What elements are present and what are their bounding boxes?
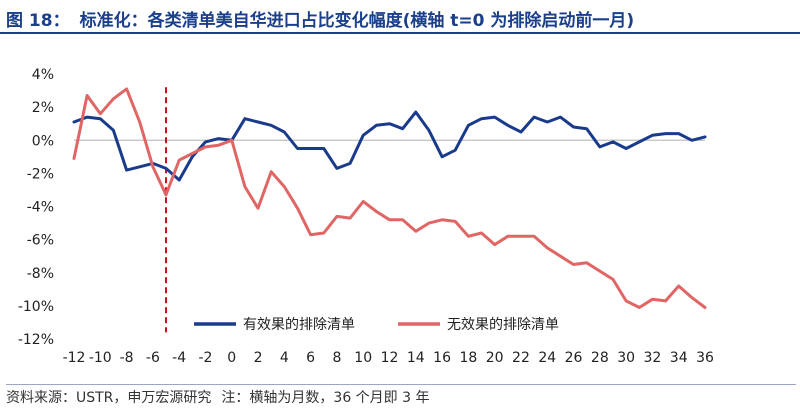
x-tick-label: 24 bbox=[538, 350, 556, 366]
y-tick-label: -2% bbox=[27, 166, 54, 182]
chart-series bbox=[72, 87, 707, 309]
x-tick-label: 32 bbox=[644, 350, 662, 366]
x-tick-label: -6 bbox=[146, 350, 160, 366]
x-tick-label: 28 bbox=[591, 350, 609, 366]
x-tick-label: -10 bbox=[89, 350, 112, 366]
x-tick-label: 22 bbox=[512, 350, 530, 366]
series-line-2 bbox=[72, 87, 707, 309]
x-tick-label: 26 bbox=[565, 350, 583, 366]
note-text: 注：横轴为月数，36 个月即 3 年 bbox=[221, 390, 430, 406]
y-tick-label: -8% bbox=[27, 266, 54, 282]
chart-legend: 有效果的排除清单 无效果的排除清单 bbox=[194, 317, 559, 333]
y-tick-label: -12% bbox=[18, 332, 54, 348]
line-chart: 4% 2% 0% -2% -4% -6% -8% -10% -12% -12 -10 -8 -6 -4 -2… bbox=[18, 67, 714, 366]
x-tick-label: 30 bbox=[617, 350, 635, 366]
y-tick-label: -10% bbox=[18, 299, 54, 315]
y-tick-label: -6% bbox=[27, 233, 54, 249]
x-tick-label: 6 bbox=[306, 350, 315, 366]
x-tick-label: 34 bbox=[670, 350, 688, 366]
figure-title: 标准化：各类清单美自华进口占比变化幅度(横轴 t=0 为排除启动前一月) bbox=[79, 11, 635, 31]
x-tick-label: -4 bbox=[172, 350, 186, 366]
x-tick-label: 18 bbox=[459, 350, 477, 366]
x-tick-label: -8 bbox=[120, 350, 134, 366]
x-tick-label: 36 bbox=[696, 350, 714, 366]
x-tick-label: -12 bbox=[63, 350, 86, 366]
x-tick-label: 10 bbox=[354, 350, 372, 366]
y-tick-label: 2% bbox=[32, 100, 54, 116]
source-footer: 资料来源：USTR，申万宏源研究 注：横轴为月数，36 个月即 3 年 bbox=[6, 384, 796, 407]
figure-title-bar: 图 18： 标准化：各类清单美自华进口占比变化幅度(横轴 t=0 为排除启动前一月… bbox=[0, 0, 800, 34]
legend-label-2: 无效果的排除清单 bbox=[447, 317, 559, 333]
y-tick-label: 4% bbox=[32, 67, 54, 83]
x-tick-label: -2 bbox=[198, 350, 212, 366]
y-tick-label: 0% bbox=[32, 133, 54, 149]
x-tick-label: 14 bbox=[407, 350, 425, 366]
legend-label-1: 有效果的排除清单 bbox=[243, 317, 355, 333]
y-tick-label: -4% bbox=[27, 200, 54, 216]
x-tick-label: 16 bbox=[433, 350, 451, 366]
x-tick-label: 8 bbox=[332, 350, 341, 366]
source-text: 资料来源：USTR，申万宏源研究 bbox=[6, 390, 212, 406]
x-tick-label: 12 bbox=[381, 350, 399, 366]
x-tick-label: 20 bbox=[486, 350, 504, 366]
series-line-1 bbox=[72, 110, 707, 182]
x-tick-label: 4 bbox=[280, 350, 289, 366]
x-tick-label: 0 bbox=[227, 350, 236, 366]
chart-axes: 4% 2% 0% -2% -4% -6% -8% -10% -12% -12 -10 -8 -6 -4 -2… bbox=[18, 67, 714, 366]
x-tick-label: 2 bbox=[254, 350, 263, 366]
figure-number: 图 18： bbox=[6, 11, 70, 31]
